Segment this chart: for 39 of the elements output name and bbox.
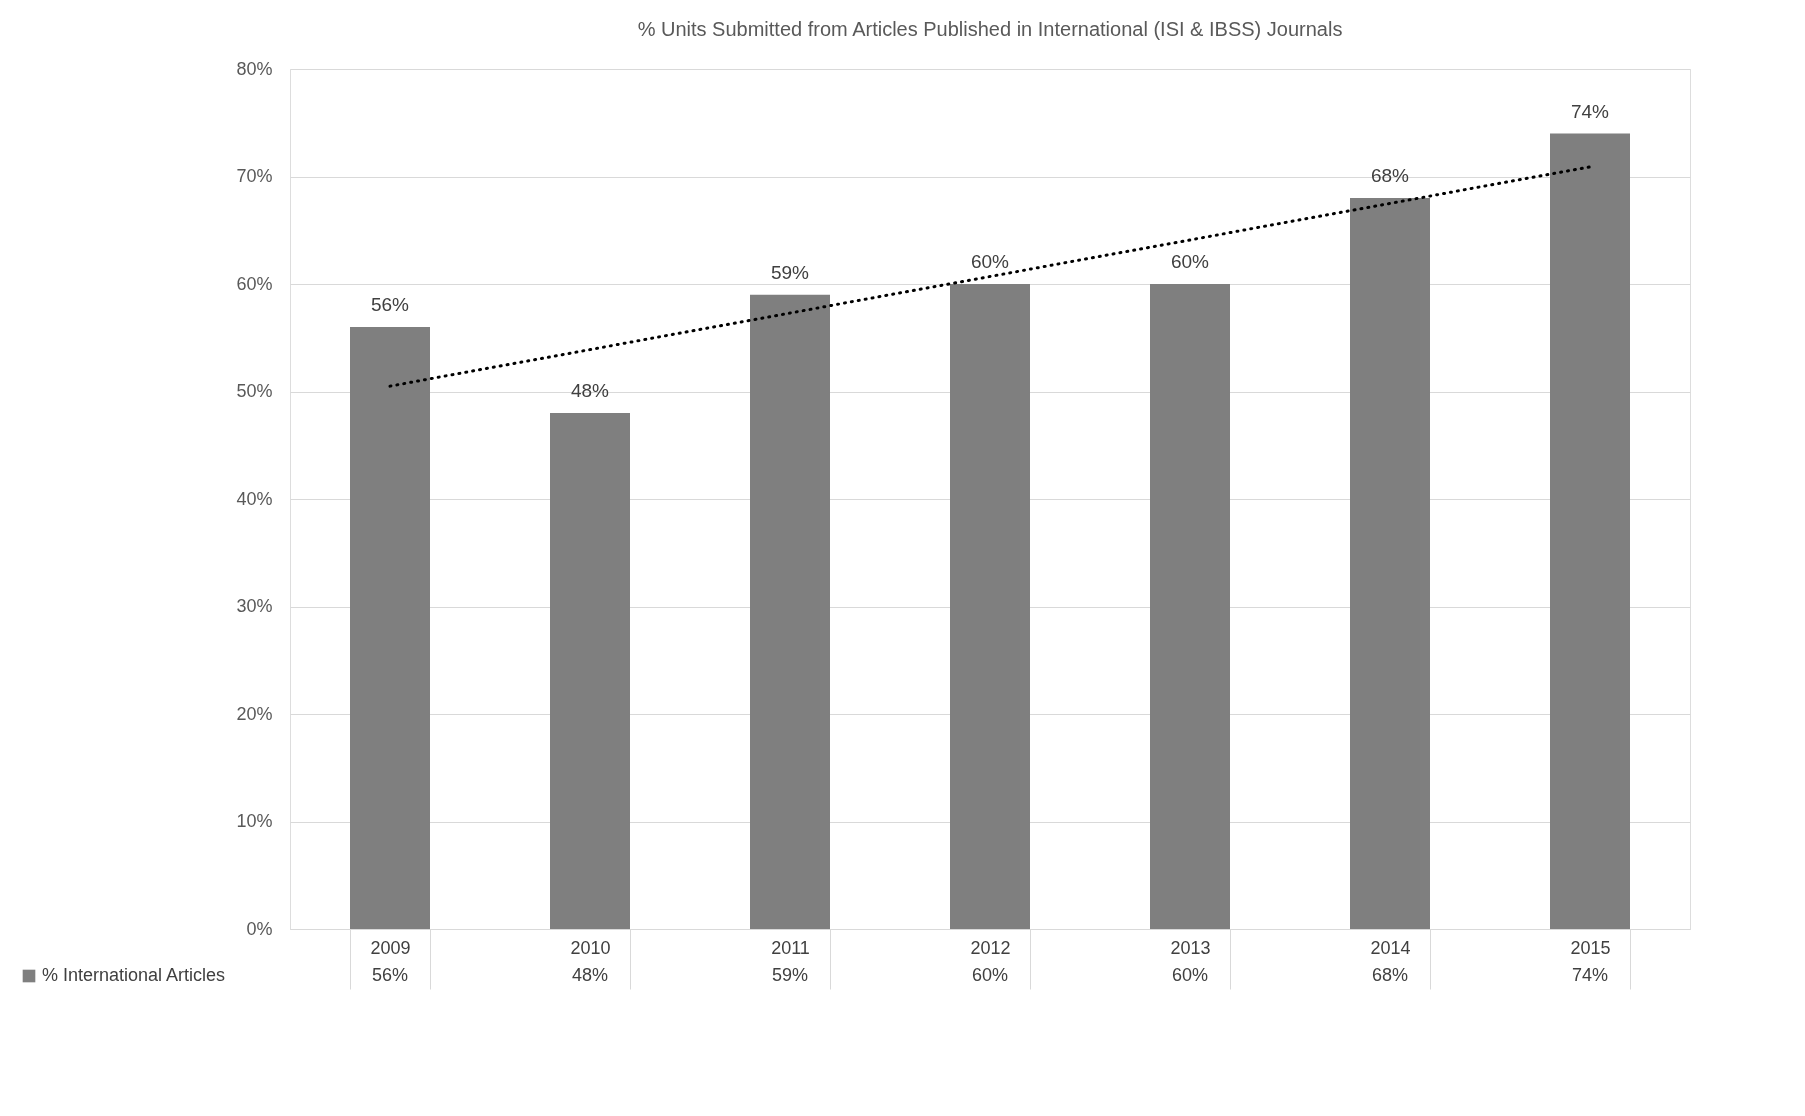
text: 48% (570, 380, 610, 401)
y-tick-label: 20% (236, 703, 273, 724)
x-tick-label: 2014 (1370, 937, 1411, 958)
x-tick-label: 2010 (570, 937, 611, 958)
y-tick-label: 30% (236, 596, 273, 616)
text: 60% (1170, 251, 1210, 272)
y-tick-label: 10% (236, 811, 273, 831)
data-label: 74% (1571, 965, 1609, 985)
data-label: 60% (1171, 965, 1209, 985)
bar (750, 294, 830, 929)
x-tick-label: 2015 (1570, 937, 1611, 958)
text: 74% (1570, 100, 1610, 122)
legend-label: % International Articles (42, 965, 226, 985)
y-tick-label: 60% (236, 273, 273, 294)
text: 60% (970, 251, 1010, 272)
bar (1150, 284, 1230, 929)
text: 56% (370, 294, 410, 315)
data-label: 56% (371, 965, 409, 985)
chart-title: % Units Submitted from Articles Published in International (ISI & IBSS) Journals (637, 18, 1343, 40)
bar (1350, 198, 1430, 929)
y-tick-label: 80% (236, 58, 273, 79)
x-tick-label: 2011 (771, 937, 810, 958)
y-tick-label: 0% (246, 918, 273, 939)
bar (550, 413, 630, 929)
text: 59% (770, 261, 810, 283)
data-label: 68% (1371, 965, 1409, 985)
bar (950, 284, 1030, 929)
data-label: 48% (571, 965, 609, 985)
data-label: 60% (971, 965, 1009, 985)
x-tick-label: 2012 (970, 937, 1011, 958)
y-tick-label: 40% (236, 488, 273, 509)
x-tick-label: 2013 (1170, 937, 1211, 958)
x-tick-label: 2009 (370, 937, 411, 958)
y-tick-label: 50% (236, 381, 273, 401)
bar (350, 327, 430, 929)
text: 68% (1370, 165, 1410, 186)
data-label: 59% (771, 965, 809, 985)
bar (1550, 133, 1630, 929)
y-tick-label: 70% (236, 166, 273, 186)
